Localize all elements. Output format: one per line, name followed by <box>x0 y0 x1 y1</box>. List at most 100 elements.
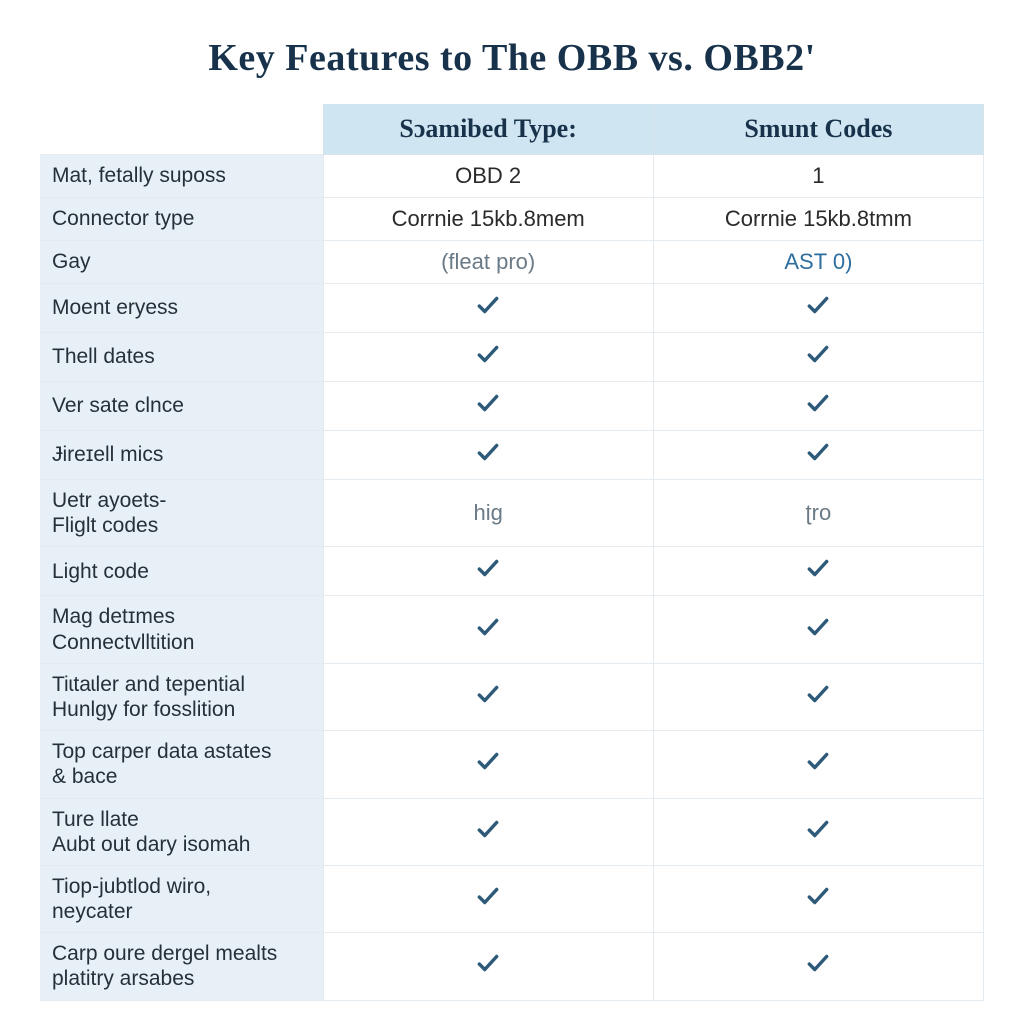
table-row: Thell dates <box>40 333 984 382</box>
check-icon <box>475 816 501 848</box>
cell-col-2 <box>653 333 983 382</box>
cell-text: (fleat pro) <box>441 249 535 274</box>
row-label: Ver sate clnce <box>40 382 323 431</box>
row-label-text: Tiop-jubtlod wiro, <box>52 875 211 898</box>
table-header-row: Sɔamibed Type: Smunt Codes <box>40 104 984 155</box>
cell-col-2 <box>653 596 983 663</box>
cell-col-2: ʈro <box>653 480 983 547</box>
cell-col-2 <box>653 933 983 1000</box>
row-label-text: Tiɩtaɩler and tepential <box>52 673 245 696</box>
cell-col-2: AST 0) <box>653 241 983 284</box>
check-icon <box>805 390 831 422</box>
row-label-text: Mat, fetally suposs <box>52 164 226 187</box>
row-label-text: Light code <box>52 560 149 583</box>
row-label-text: Aubt out dary isomah <box>52 833 250 856</box>
row-label-text: Ɉireɪell mics <box>52 443 163 466</box>
cell-col-1 <box>323 547 653 596</box>
check-icon <box>805 950 831 982</box>
check-icon <box>475 950 501 982</box>
row-label: Tiɩtaɩler and tepential Hunlgy for fossl… <box>40 663 323 730</box>
row-label-text: Gay <box>52 250 91 273</box>
row-label-text: Ver sate clnce <box>52 394 184 417</box>
check-icon <box>475 292 501 324</box>
check-icon <box>475 555 501 587</box>
cell-col-1 <box>323 596 653 663</box>
header-col-2: Smunt Codes <box>653 104 983 155</box>
cell-col-2 <box>653 663 983 730</box>
cell-col-1 <box>323 284 653 333</box>
row-label: Gay <box>40 241 323 284</box>
cell-text: OBD 2 <box>455 163 521 188</box>
row-label-text: Thell dates <box>52 345 155 368</box>
cell-col-1 <box>323 431 653 480</box>
cell-col-1 <box>323 663 653 730</box>
table-row: Ɉireɪell mics <box>40 431 984 480</box>
cell-text: Corrnie 15kb.8tmm <box>725 206 912 231</box>
cell-col-1: Corrnie 15kb.8mem <box>323 198 653 241</box>
row-label-text: Moent eryess <box>52 296 178 319</box>
table-row: Moent eryess <box>40 284 984 333</box>
page-title: Key Features to The OBB vs. OBB2' <box>40 36 984 80</box>
check-icon <box>475 341 501 373</box>
row-label: Tiop-jubtlod wiro,neycater <box>40 865 323 932</box>
check-icon <box>475 614 501 646</box>
table-row: Uetr ayoets-Fliglt codeshigʈro <box>40 480 984 547</box>
row-label-text: Mag detɪmes <box>52 605 175 628</box>
table-row: Ver sate clnce <box>40 382 984 431</box>
check-icon <box>805 439 831 471</box>
cell-col-2 <box>653 431 983 480</box>
row-label: Connector type <box>40 198 323 241</box>
cell-text: 1 <box>812 163 824 188</box>
table-row: Mat, fetally suposs OBD 2 1 <box>40 155 984 198</box>
table-row: Connector type Corrnie 15kb.8mem Corrnie 1… <box>40 198 984 241</box>
cell-col-1 <box>323 865 653 932</box>
header-col-1: Sɔamibed Type: <box>323 104 653 155</box>
check-icon <box>475 439 501 471</box>
cell-col-1 <box>323 731 653 798</box>
check-icon <box>805 816 831 848</box>
cell-col-1 <box>323 798 653 865</box>
table-row: Tiɩtaɩler and tepential Hunlgy for fossl… <box>40 663 984 730</box>
check-icon <box>475 390 501 422</box>
row-label-text: & bace <box>52 765 117 788</box>
row-label-text: platitry arsabes <box>52 967 194 990</box>
table-row: Top carper data astates& bace <box>40 731 984 798</box>
table-row: Light code <box>40 547 984 596</box>
header-empty <box>40 104 323 155</box>
check-icon <box>475 681 501 713</box>
row-label-text: Hunlgy for fosslition <box>52 698 235 721</box>
cell-col-2: 1 <box>653 155 983 198</box>
check-icon <box>805 292 831 324</box>
check-icon <box>805 883 831 915</box>
cell-col-1 <box>323 382 653 431</box>
cell-col-1: (fleat pro) <box>323 241 653 284</box>
check-icon <box>805 555 831 587</box>
cell-col-2 <box>653 382 983 431</box>
cell-col-1: hig <box>323 480 653 547</box>
row-label-text: Fliglt codes <box>52 514 158 537</box>
cell-col-1: OBD 2 <box>323 155 653 198</box>
row-label: Mag detɪmes Connectvlltition <box>40 596 323 663</box>
row-label-text: Connector type <box>52 207 194 230</box>
comparison-table: Sɔamibed Type: Smunt Codes Mat, fetally … <box>40 104 984 1001</box>
check-icon <box>805 614 831 646</box>
row-label: Ture llateAubt out dary isomah <box>40 798 323 865</box>
cell-col-2: Corrnie 15kb.8tmm <box>653 198 983 241</box>
check-icon <box>475 883 501 915</box>
table-row: Ture llateAubt out dary isomah <box>40 798 984 865</box>
row-label: Carp oure dergel mealtsplatitry arsabes <box>40 933 323 1000</box>
cell-col-1 <box>323 333 653 382</box>
row-label: Light code <box>40 547 323 596</box>
check-icon <box>475 748 501 780</box>
cell-text: ʈro <box>806 500 832 525</box>
check-icon <box>805 341 831 373</box>
row-label-text: Top carper data astates <box>52 740 271 763</box>
cell-col-1 <box>323 933 653 1000</box>
cell-col-2 <box>653 798 983 865</box>
cell-col-2 <box>653 284 983 333</box>
row-label-text: Connectvlltition <box>52 631 194 654</box>
cell-col-2 <box>653 547 983 596</box>
table-row: Gay (fleat pro) AST 0) <box>40 241 984 284</box>
row-label: Top carper data astates& bace <box>40 731 323 798</box>
cell-col-2 <box>653 731 983 798</box>
